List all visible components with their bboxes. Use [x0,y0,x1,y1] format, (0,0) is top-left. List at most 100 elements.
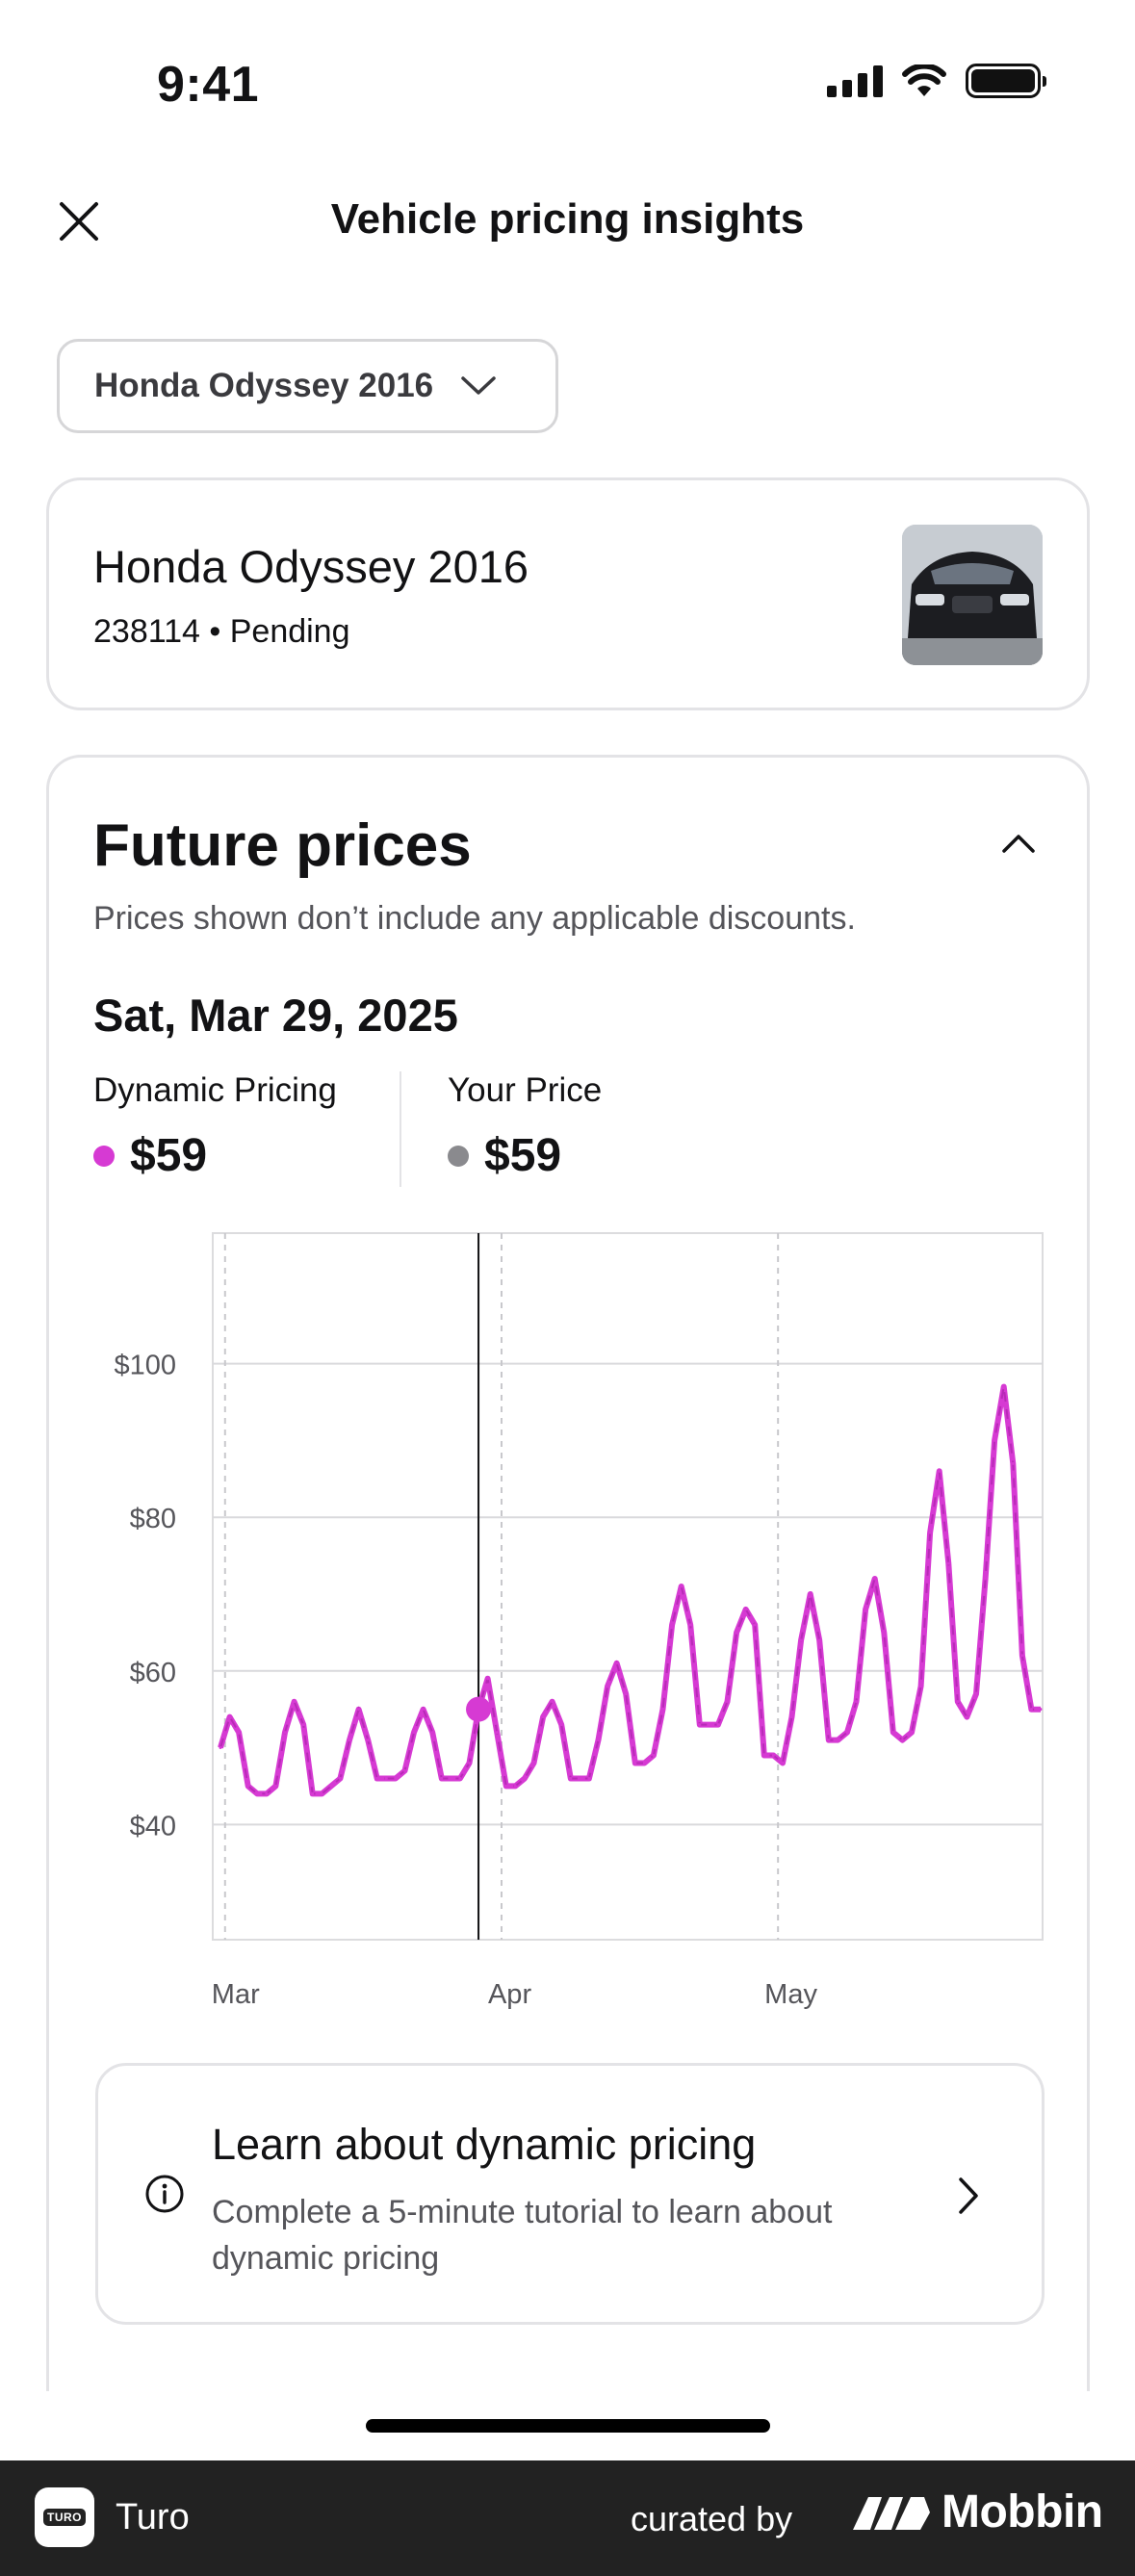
data-point [716,1723,720,1727]
x-tick-label: Mar [212,1979,260,2010]
data-point [615,1662,619,1665]
data-point [855,1700,859,1704]
price-chart[interactable]: $100 $80 $60 $40 Mar Apr May [49,758,1093,2048]
app-name: Turo [116,2497,190,2537]
mobbin-brand: Mobbin [851,2486,1103,2538]
data-point [587,1776,591,1780]
turo-logo: TURO [35,2487,94,2547]
future-prices-card: Future prices Prices shown don’t include… [46,755,1090,2391]
vehicle-card[interactable]: Honda Odyssey 2016 238114 • Pending [46,477,1090,710]
close-button[interactable] [50,193,108,250]
data-point [946,1561,950,1565]
data-point [680,1584,684,1588]
data-point [513,1784,517,1788]
your-price-line [219,1386,1041,1795]
data-point [246,1784,250,1788]
data-point [606,1685,609,1688]
data-point [1039,1708,1043,1712]
home-indicator [366,2419,770,2433]
data-point [698,1723,702,1727]
dynamic-pricing-dot [93,1145,115,1167]
learn-card-description: Complete a 5-minute tutorial to learn ab… [212,2194,833,2277]
data-point [523,1776,527,1780]
data-point [919,1685,923,1688]
data-point [551,1700,555,1704]
vehicle-meta: 238114 • Pending [93,613,350,650]
data-point [578,1776,581,1780]
close-icon [60,202,98,241]
data-point [984,1577,988,1581]
stat-divider [400,1071,401,1187]
data-point [329,1784,333,1788]
data-point [873,1577,877,1581]
selected-date: Sat, Mar 29, 2025 [93,990,458,1041]
data-point [293,1700,297,1704]
data-point [882,1631,886,1635]
data-point [559,1723,563,1727]
data-point [1020,1654,1024,1658]
y-tick-label: $40 [130,1811,176,1842]
battery-icon [966,64,1046,98]
your-price-dot [448,1145,469,1167]
data-point [486,1677,490,1681]
learn-card-title: Learn about dynamic pricing [212,2120,757,2169]
data-point [531,1762,535,1765]
data-point [753,1623,757,1627]
cellular-signal-icon [827,64,883,97]
data-point [1029,1708,1033,1712]
data-point [348,1739,351,1742]
data-point [642,1762,646,1765]
data-point [670,1623,674,1627]
data-point [228,1715,232,1719]
data-point [422,1708,426,1712]
data-point [384,1776,388,1780]
data-point [928,1531,932,1534]
selected-point-marker [466,1696,492,1722]
data-point [273,1784,277,1788]
vehicle-selector[interactable]: Honda Odyssey 2016 [57,339,558,433]
y-tick-label: $80 [130,1504,176,1534]
data-point [891,1731,895,1735]
data-point [781,1762,785,1765]
data-point [744,1608,748,1611]
curated-by-label: curated by [631,2499,793,2538]
data-point [366,1739,370,1742]
vehicle-selector-label: Honda Odyssey 2016 [94,367,434,404]
turo-logo-text: TURO [43,2509,86,2526]
data-point [809,1592,813,1596]
data-point [790,1715,794,1719]
your-price-label: Your Price [448,1071,603,1109]
data-point [311,1791,315,1795]
data-point [1011,1461,1015,1465]
mobbin-logo-icon [853,2496,930,2530]
data-point [412,1731,416,1735]
learn-dynamic-pricing-card[interactable]: Learn about dynamic pricing Complete a 5… [95,2063,1045,2325]
data-point [301,1723,305,1727]
x-tick-label: Apr [488,1979,531,2010]
dynamic-pricing-value: $59 [130,1130,208,1181]
data-point [219,1746,222,1750]
data-point [974,1692,978,1696]
data-point [771,1754,775,1758]
data-point [596,1739,600,1742]
data-point [458,1776,462,1780]
y-tick-label: $60 [130,1658,176,1688]
data-point [836,1739,839,1742]
your-price-stat: Your Price $59 [448,1071,602,1182]
data-point [910,1731,914,1735]
data-point [338,1776,342,1780]
y-tick-label: $100 [114,1351,176,1381]
data-point [541,1715,545,1719]
data-point [357,1708,361,1712]
x-tick-label: May [764,1979,817,2010]
data-point [900,1739,904,1742]
data-point [938,1469,942,1473]
data-point [283,1731,287,1735]
wifi-icon [902,64,946,96]
data-point [624,1692,628,1696]
data-point [320,1791,323,1795]
collapse-button[interactable] [994,819,1043,867]
data-point [652,1754,656,1758]
info-icon [145,2175,184,2213]
data-point [707,1723,710,1727]
